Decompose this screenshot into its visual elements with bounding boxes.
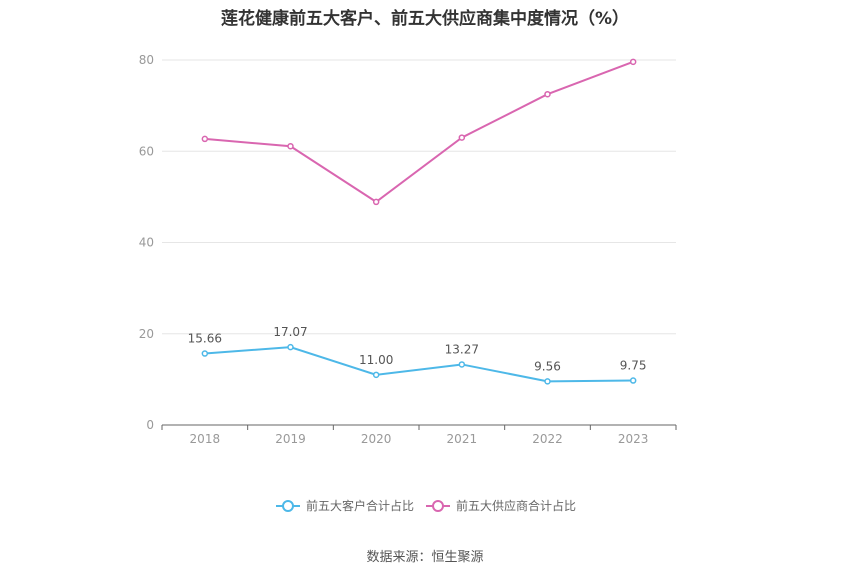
data-point[interactable]: [287, 343, 294, 351]
chart-title: 莲花健康前五大客户、前五大供应商集中度情况（%）: [220, 9, 630, 29]
data-point[interactable]: [458, 361, 466, 368]
data-labels: 15.66 17.07 11.00 13.27 9.56 9.75: [188, 325, 647, 373]
data-point[interactable]: [201, 135, 209, 143]
data-label: 17.07: [273, 325, 307, 339]
x-tick-label: 2019: [275, 432, 306, 446]
data-point[interactable]: [458, 134, 466, 141]
series-lines: [201, 58, 637, 385]
data-source: 数据来源：恒生聚源: [366, 550, 484, 565]
legend[interactable]: 前五大客户合计占比 前五大供应商合计占比: [276, 498, 576, 513]
data-label: 9.75: [620, 359, 647, 373]
data-point[interactable]: [287, 142, 294, 150]
grid-lines: [162, 59, 676, 335]
legend-label: 前五大客户合计占比: [306, 498, 414, 513]
legend-item-2[interactable]: 前五大供应商合计占比: [426, 498, 576, 513]
legend-swatch-marker: [282, 500, 294, 512]
data-point[interactable]: [544, 378, 551, 385]
data-label: 9.56: [534, 359, 561, 373]
y-tick-label: 60: [139, 144, 154, 158]
x-tick-label: 2021: [447, 432, 478, 446]
data-label: 11.00: [359, 353, 393, 367]
data-point[interactable]: [372, 198, 380, 206]
legend-label: 前五大供应商合计占比: [456, 498, 576, 513]
series-line-2: [204, 60, 634, 204]
y-tick-label: 40: [139, 236, 154, 250]
y-tick-label: 0: [146, 418, 154, 432]
data-point[interactable]: [629, 58, 637, 66]
series-line-1: [204, 346, 634, 383]
data-point[interactable]: [544, 90, 551, 98]
legend-item-1[interactable]: 前五大客户合计占比: [276, 498, 414, 513]
data-label: 13.27: [445, 342, 479, 356]
x-tick-label: 2022: [532, 432, 563, 446]
data-point[interactable]: [629, 377, 637, 384]
data-label: 15.66: [188, 332, 222, 346]
y-tick-label: 20: [139, 327, 154, 341]
legend-swatch-marker: [432, 500, 444, 512]
data-point[interactable]: [372, 371, 380, 379]
x-tick-label: 2020: [361, 432, 392, 446]
data-point[interactable]: [201, 350, 209, 357]
y-tick-label: 80: [139, 53, 154, 67]
axes: 0 20 40 60 80 2018 2019 2020 2021 2022 2023: [139, 53, 677, 446]
x-tick-label: 2023: [618, 432, 649, 446]
x-tick-label: 2018: [190, 432, 221, 446]
